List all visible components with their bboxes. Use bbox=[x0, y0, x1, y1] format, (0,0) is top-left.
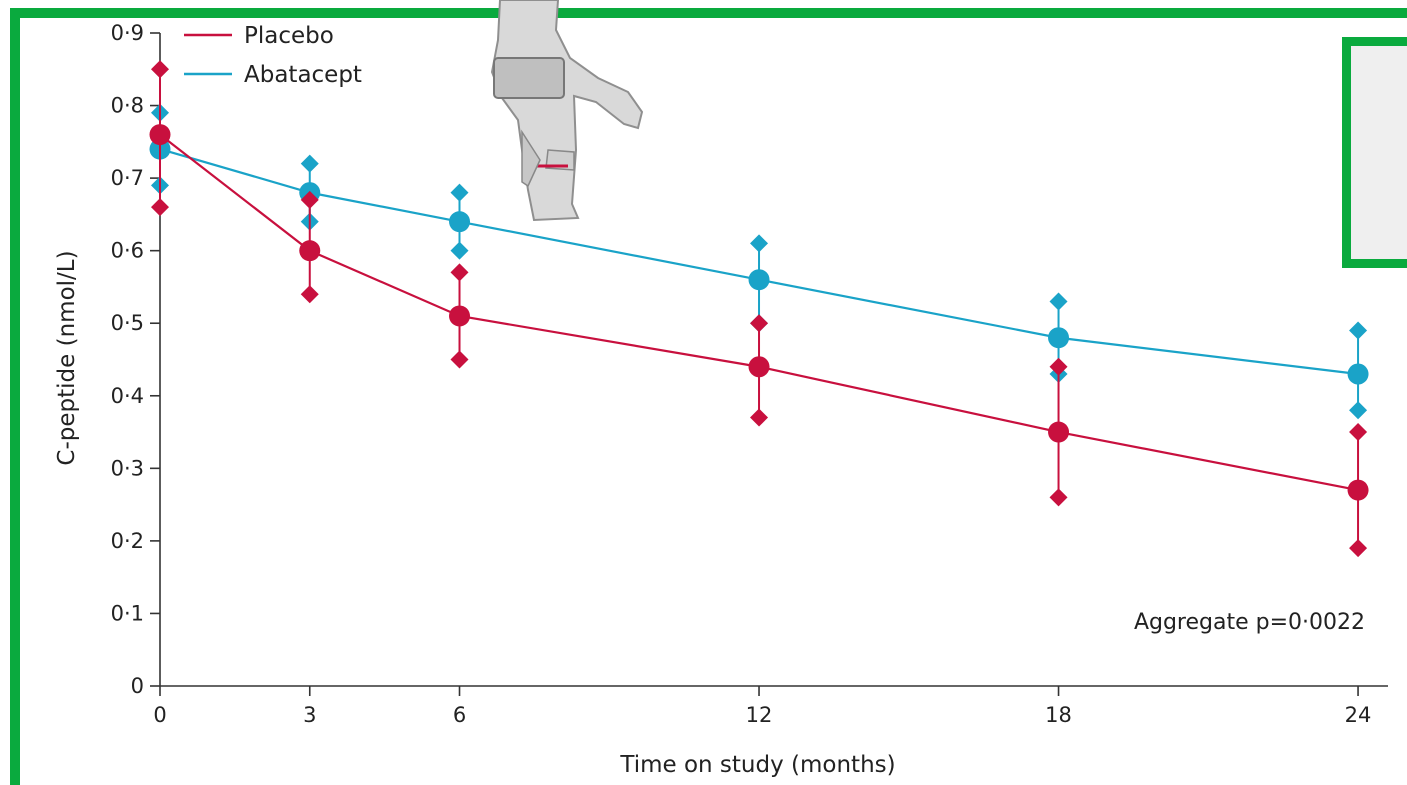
ci-high-marker bbox=[1049, 292, 1068, 311]
ci-low-marker bbox=[300, 285, 319, 304]
p-value-annotation: Aggregate p=0·0022 bbox=[1134, 610, 1365, 635]
ci-low-marker bbox=[750, 408, 769, 427]
inset-panel bbox=[1342, 37, 1407, 268]
axes: 0 0·1 0·2 0·3 0·4 0·5 0·6 0·7 0·8 0·9 0 3 6 12 18 24 bbox=[111, 21, 1388, 727]
y-tick-label: 0·8 bbox=[111, 94, 144, 118]
data-point bbox=[449, 211, 471, 233]
legend: Placebo Abatacept bbox=[184, 23, 362, 88]
series-line-abatacept bbox=[159, 148, 1359, 376]
data-point bbox=[299, 240, 321, 262]
x-tick-label: 24 bbox=[1345, 703, 1372, 727]
y-tick-label: 0·7 bbox=[111, 166, 144, 190]
ci-high-marker bbox=[750, 234, 769, 253]
x-axis-title: Time on study (months) bbox=[619, 752, 895, 778]
x-tick-label: 18 bbox=[1045, 703, 1072, 727]
ci-high-marker bbox=[1349, 423, 1368, 442]
legend-label: Abatacept bbox=[244, 62, 362, 88]
x-tick-label: 3 bbox=[303, 703, 316, 727]
ci-high-marker bbox=[300, 190, 319, 209]
ci-high-marker bbox=[151, 60, 169, 79]
ci-high-marker bbox=[300, 154, 319, 173]
ci-high-marker bbox=[1349, 321, 1368, 340]
y-tick-label: 0·3 bbox=[111, 456, 144, 480]
series-line-placebo bbox=[159, 133, 1359, 492]
ci-low-marker bbox=[1049, 488, 1068, 507]
ci-low-marker bbox=[151, 198, 169, 217]
series-layer bbox=[149, 60, 1369, 558]
data-point bbox=[1048, 327, 1070, 349]
frame-top-border bbox=[10, 8, 1407, 18]
data-point bbox=[748, 356, 770, 378]
y-tick-label: 0·4 bbox=[111, 384, 144, 408]
ci-low-marker bbox=[1349, 401, 1368, 420]
y-axis-title: C-peptide (nmol/L) bbox=[54, 250, 80, 465]
y-tick-label: 0·2 bbox=[111, 529, 144, 553]
data-point bbox=[1347, 479, 1369, 501]
x-tick-label: 12 bbox=[746, 703, 773, 727]
x-tick-label: 6 bbox=[453, 703, 466, 727]
y-tick-label: 0 bbox=[131, 674, 144, 698]
data-point bbox=[449, 305, 471, 327]
ci-low-marker bbox=[450, 241, 469, 260]
data-point bbox=[1347, 363, 1369, 385]
y-tick-label: 0·6 bbox=[111, 239, 144, 263]
ci-low-marker bbox=[1349, 539, 1368, 558]
frame-left-border bbox=[10, 8, 20, 785]
ci-high-marker bbox=[450, 183, 469, 202]
y-tick-label: 0·1 bbox=[111, 601, 144, 625]
data-point bbox=[1048, 421, 1070, 443]
y-tick-label: 0·5 bbox=[111, 311, 144, 335]
ci-high-marker bbox=[750, 314, 769, 333]
data-point bbox=[748, 269, 770, 291]
astronaut-icon bbox=[490, 0, 644, 222]
ci-high-marker bbox=[1049, 357, 1068, 376]
legend-label: Placebo bbox=[244, 23, 334, 49]
data-point bbox=[149, 124, 171, 146]
x-tick-label: 0 bbox=[153, 703, 166, 727]
ci-high-marker bbox=[450, 263, 469, 282]
ci-low-marker bbox=[450, 350, 469, 369]
y-tick-label: 0·9 bbox=[111, 21, 144, 45]
